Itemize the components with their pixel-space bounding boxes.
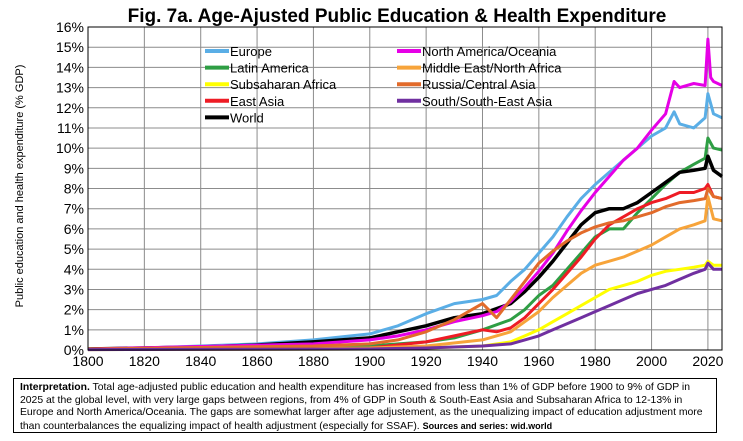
x-tick-label: 1920 xyxy=(411,353,442,369)
y-tick-label: 0% xyxy=(64,342,84,358)
y-tick-label: 2% xyxy=(64,302,84,318)
legend-label-subsaharan-africa: Subsaharan Africa xyxy=(230,77,337,92)
legend-label-south-south-east-asia: South/South-East Asia xyxy=(422,94,553,109)
series-lines xyxy=(87,37,724,352)
chart: Fig. 7a. Age-Ajusted Public Education & … xyxy=(14,6,724,369)
plot-frame xyxy=(87,26,723,351)
interpretation-note: Interpretation. Total age-adjusted publi… xyxy=(13,378,717,433)
y-tick-label: 15% xyxy=(56,39,84,55)
x-tick-label: 1900 xyxy=(354,353,385,369)
y-tick-label: 3% xyxy=(64,281,84,297)
y-tick-label: 5% xyxy=(64,241,84,257)
y-tick-label: 13% xyxy=(56,80,84,96)
y-axis-label: Public education and health expenditure … xyxy=(14,65,26,308)
interpretation-label: Interpretation. xyxy=(20,382,90,393)
legend-label-europe: Europe xyxy=(230,44,272,59)
x-tick-label: 1880 xyxy=(298,353,329,369)
x-tick-label: 1980 xyxy=(580,353,611,369)
x-tick-label: 1800 xyxy=(72,353,103,369)
y-tick-label: 8% xyxy=(64,181,84,197)
y-tick-label: 14% xyxy=(56,59,84,75)
y-tick-label: 9% xyxy=(64,160,84,176)
x-tick-label: 1960 xyxy=(523,353,554,369)
y-tick-label: 6% xyxy=(64,221,84,237)
y-tick-label: 10% xyxy=(56,140,84,156)
legend-label-middle-east-north-africa: Middle East/North Africa xyxy=(422,61,562,76)
sources-label: Sources and series xyxy=(422,420,506,431)
x-tick-label: 2020 xyxy=(692,353,723,369)
series-line-russia-central-asia xyxy=(87,187,723,351)
legend-label-north-america-oceania: North America/Oceania xyxy=(422,44,557,59)
y-tick-label: 12% xyxy=(56,100,84,116)
series-line-world xyxy=(87,154,724,351)
interpretation-text: Total age-adjusted public education and … xyxy=(20,382,703,432)
legend-label-world: World xyxy=(230,110,264,125)
legend-label-east-asia: East Asia xyxy=(230,94,285,109)
legend-label-latin-america: Latin America xyxy=(230,61,310,76)
sources-text: : wid.world xyxy=(505,420,553,431)
y-tick-label: 4% xyxy=(64,261,84,277)
x-tick-label: 1820 xyxy=(129,353,160,369)
x-tick-label: 1860 xyxy=(241,353,272,369)
series-line-south-south-east-asia xyxy=(87,261,722,352)
y-tick-label: 7% xyxy=(64,201,84,217)
y-tick-label: 11% xyxy=(57,120,84,136)
x-tick-label: 1840 xyxy=(185,353,216,369)
y-tick-label: 1% xyxy=(64,322,84,338)
legend-label-russia-central-asia: Russia/Central Asia xyxy=(422,77,536,92)
x-tick-labels: 1800 1820 1840 1860 1880 1900 1920 1940 1960 1980… xyxy=(72,353,723,369)
x-tick-label: 2000 xyxy=(636,353,667,369)
series-line-middle-east-north-africa xyxy=(87,195,723,351)
gridlines xyxy=(87,26,722,351)
x-tick-label: 1940 xyxy=(467,353,498,369)
y-tick-label: 16% xyxy=(56,19,84,35)
series-line-latin-america xyxy=(87,136,723,351)
series-line-europe xyxy=(87,92,723,351)
legend: Europe North America/Oceania Latin America… xyxy=(205,44,562,125)
y-tick-labels: 0% 1% 2% 3% 4% 5% 6% 7% 8% 9% 10% 11% 12% 13% 14% 15% 16… xyxy=(56,19,84,358)
chart-title: Fig. 7a. Age-Ajusted Public Education & … xyxy=(128,6,667,27)
series-line-east-asia xyxy=(87,183,723,351)
